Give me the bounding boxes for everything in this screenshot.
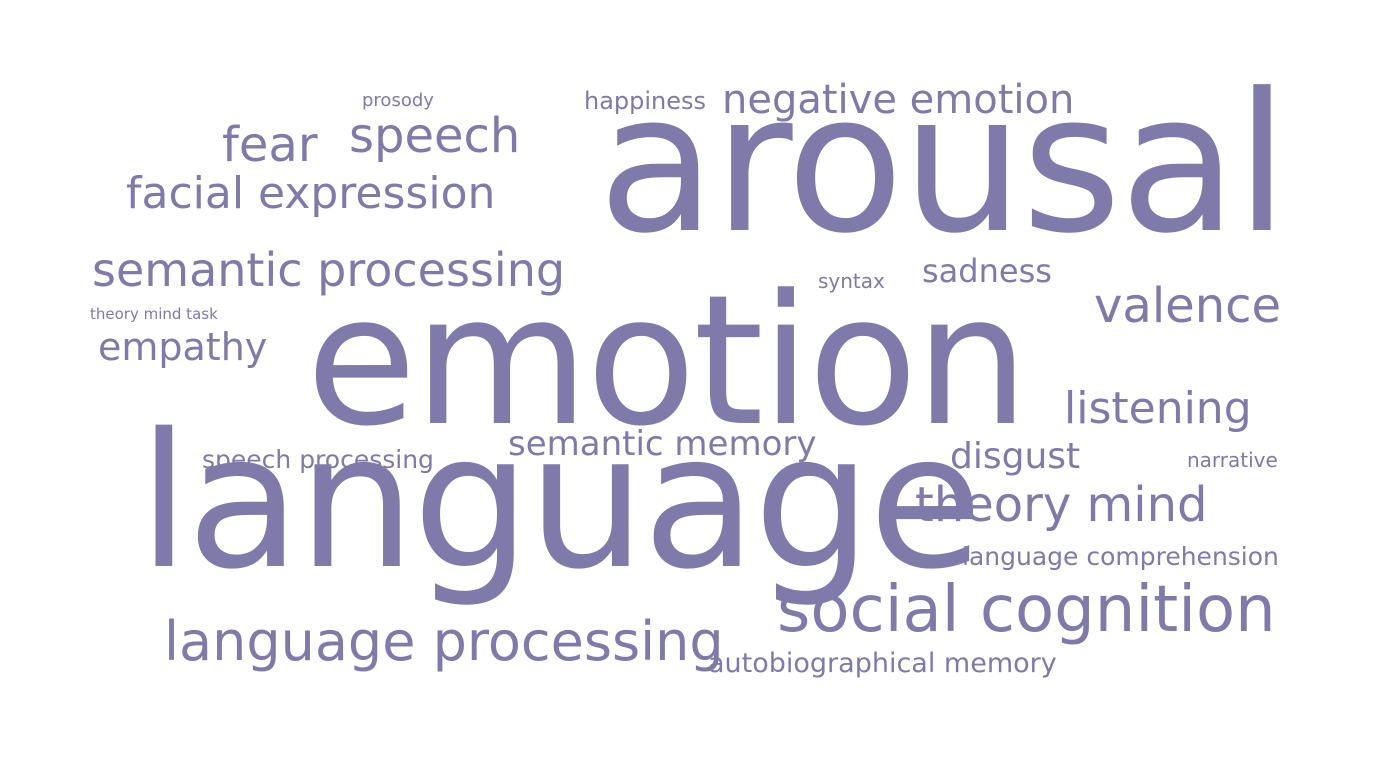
word-listening: listening	[1064, 383, 1252, 434]
word-semantic-memory: semantic memory	[508, 424, 817, 464]
word-negative-emotion: negative emotion	[722, 77, 1075, 123]
word-language: language	[138, 393, 983, 610]
word-prosody: prosody	[362, 90, 434, 111]
word-empathy: empathy	[98, 325, 268, 369]
word-semantic-processing: semantic processing	[92, 243, 566, 297]
word-narrative: narrative	[1187, 448, 1278, 472]
word-speech-processing: speech processing	[202, 445, 434, 474]
word-social-cognition: social cognition	[777, 573, 1276, 647]
word-syntax: syntax	[818, 269, 885, 293]
word-speech: speech	[349, 108, 521, 164]
word-language-processing: language processing	[164, 610, 724, 673]
word-happiness: happiness	[584, 87, 707, 115]
word-theory-mind: theory mind	[915, 477, 1208, 533]
word-valence: valence	[1094, 278, 1282, 334]
word-fear: fear	[222, 117, 318, 173]
word-autobiographical-memory: autobiographical memory	[708, 648, 1057, 679]
word-emotion: emotion	[306, 257, 1029, 466]
word-language-comprehension: language comprehension	[962, 542, 1279, 571]
word-theory-mind-task: theory mind task	[90, 305, 218, 323]
word-disgust: disgust	[950, 436, 1081, 477]
word-sadness: sadness	[922, 252, 1052, 290]
word-facial-expression: facial expression	[126, 168, 496, 219]
word-arousal: arousal	[598, 53, 1289, 276]
